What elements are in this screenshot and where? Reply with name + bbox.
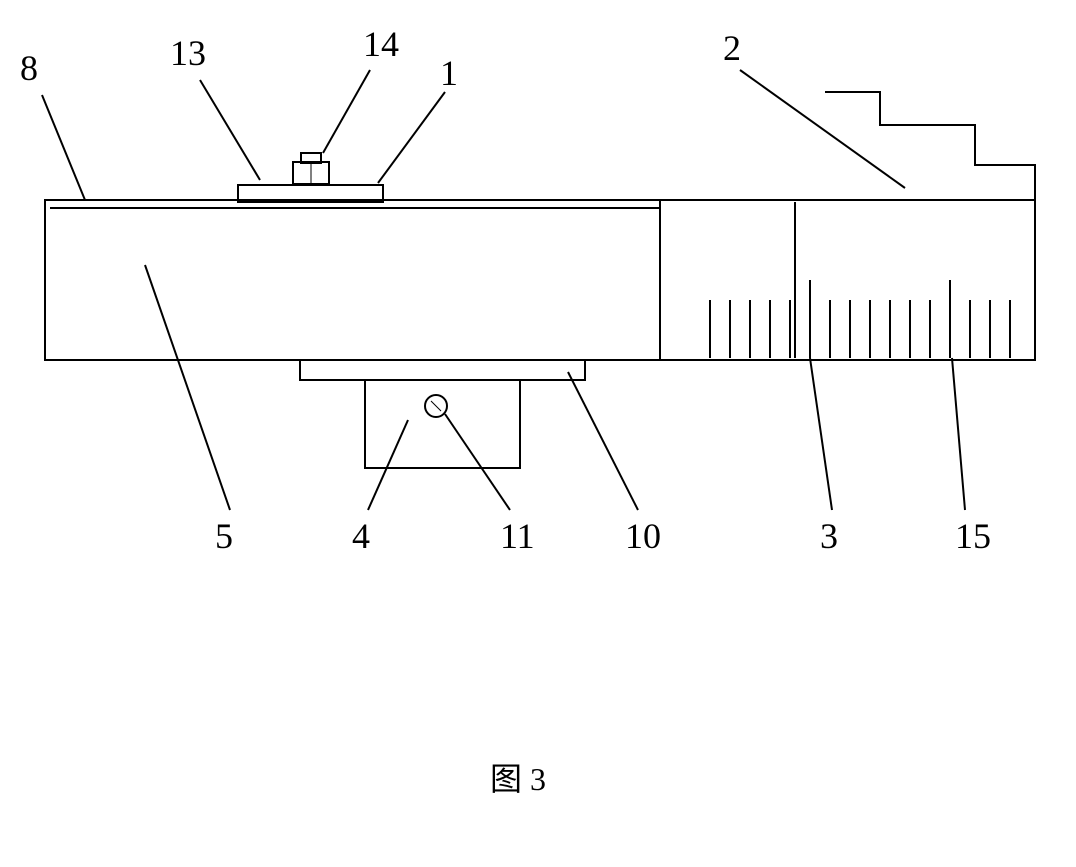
geometry-group [45, 92, 1035, 468]
leader-line-5 [145, 265, 230, 510]
leader-line-1 [378, 92, 445, 183]
outer-rect [45, 200, 1035, 360]
label-15: 15 [955, 516, 991, 556]
circle-mark [431, 401, 441, 411]
figure-3-diagram: 1 2 3 4 5 8 10 11 13 14 15 图 3 [0, 0, 1076, 867]
t-slot [365, 380, 520, 468]
label-1: 1 [440, 53, 458, 93]
leader-line-2 [740, 70, 905, 188]
number-labels: 1 2 3 4 5 8 10 11 13 14 15 [20, 24, 991, 556]
figure-caption: 图 3 [490, 761, 546, 797]
tick-marks [710, 280, 1010, 358]
label-4: 4 [352, 516, 370, 556]
leader-line-10 [568, 372, 638, 510]
step-block [825, 92, 1035, 200]
label-13: 13 [170, 33, 206, 73]
leader-line-3 [810, 358, 832, 510]
label-10: 10 [625, 516, 661, 556]
label-8: 8 [20, 48, 38, 88]
leader-line-8 [42, 95, 85, 200]
leader-line-15 [952, 358, 965, 510]
leader-lines [42, 70, 965, 510]
label-2: 2 [723, 28, 741, 68]
label-14: 14 [363, 24, 399, 64]
bottom-plate [300, 360, 585, 380]
leader-line-11 [445, 414, 510, 510]
label-11: 11 [500, 516, 535, 556]
label-5: 5 [215, 516, 233, 556]
leader-line-13 [200, 80, 260, 180]
label-3: 3 [820, 516, 838, 556]
leader-line-14 [323, 70, 370, 153]
leader-line-4 [368, 420, 408, 510]
